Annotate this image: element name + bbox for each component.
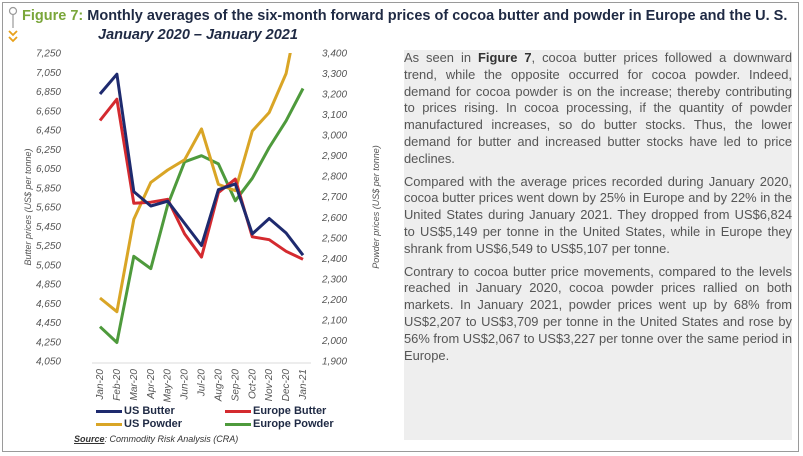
y-tick-label-left: 7,250 [36,49,61,60]
series-line-europe-powder [98,87,305,344]
y-tick-label-left: 6,650 [36,106,61,117]
legend-europe-powder: Europe Powder [225,418,334,430]
y-tick-label-left: 5,650 [36,203,61,214]
y-tick-label-left: 7,050 [36,68,61,79]
x-tick-label: Dec-20 [281,369,292,402]
y-tick-label-left: 4,650 [36,299,61,310]
y-tick-label-right: 2,200 [321,295,347,306]
y-axis-label-left: Butter prices (US$ per tonne) [23,148,33,265]
y-tick-label-left: 4,050 [36,357,61,368]
y-tick-label-right: 1,900 [322,357,347,368]
legend-swatch-us-powder [96,422,122,426]
y-tick-label-right: 2,000 [321,336,347,347]
x-tick-label: May-20 [163,369,174,403]
y-tick-label-left: 5,450 [36,222,61,233]
y-tick-label-left: 5,050 [36,260,61,271]
legend-label-europe-butter: Europe Butter [253,405,327,417]
y-tick-label-right: 2,300 [321,274,347,285]
y-tick-label-left: 4,250 [36,337,61,348]
line-chart: 7,250 7,050 6,850 6,650 6,450 6,250 6,050 5,850… [23,49,381,403]
y-tick-label-right: 3,000 [322,131,347,142]
x-tick-label: Oct-20 [247,369,258,399]
y-tick-label-right: 2,900 [321,151,347,162]
y-tick-label-left: 6,250 [36,145,61,156]
chart-subtitle: January 2020 – January 2021 [98,27,298,43]
x-tick-label: Apr-20 [146,369,157,400]
y-tick-label-left: 4,850 [36,280,61,291]
legend-europe-butter: Europe Butter [225,405,326,417]
y-axis-label-right: Powder prices (US$ per tonne) [371,145,381,269]
y-tick-label-left: 6,450 [36,126,61,137]
x-tick-label: Nov-20 [264,369,275,402]
y-tick-label-left: 4,450 [36,318,61,329]
source-text: : Commodity Risk Analysis (CRA) [104,434,239,444]
legend-swatch-europe-butter [225,409,251,413]
legend-us-butter: US Butter [96,405,175,417]
x-tick-label: Jun-20 [180,369,191,401]
y-tick-label-right: 3,400 [322,49,347,60]
legend-label-us-powder: US Powder [124,418,183,430]
x-tick-label: Jan-20 [95,369,106,401]
commentary-panel: As seen in Figure 7, cocoa butter prices… [404,50,792,440]
legend-label-us-butter: US Butter [124,405,175,417]
y-tick-label-left: 5,250 [36,241,61,252]
commentary-run-1: Figure 7 [477,50,532,65]
y-tick-label-left: 5,850 [36,183,61,194]
y-tick-label-right: 3,200 [322,90,347,101]
series-group [98,53,305,344]
y-tick-label-right: 2,100 [321,315,347,326]
commentary-run-2: , cocoa butter prices followed a downwar… [404,50,792,166]
y-tick-label-right: 2,700 [321,192,347,203]
x-tick-label: Sep-20 [230,369,241,402]
source-label: Source [74,434,105,444]
y-tick-label-right: 3,100 [322,110,347,121]
y-tick-label-left: 6,050 [36,164,61,175]
commentary-run-0: As seen in [404,50,478,65]
series-line-us-butter [98,72,305,257]
y-tick-label-right: 2,500 [321,233,347,244]
x-tick-label: Mar-20 [129,369,140,401]
commentary-paragraph-1: As seen in Figure 7, cocoa butter prices… [404,50,792,168]
legend-label-europe-powder: Europe Powder [253,418,334,430]
series-line-europe-butter [98,97,304,261]
figure-frame [2,2,799,452]
source-note: Source: Commodity Risk Analysis (CRA) [74,434,238,444]
x-tick-label: Aug-20 [213,369,224,403]
commentary-paragraph-3: Contrary to cocoa butter price movements… [404,263,792,363]
chart-title: Figure 7: Monthly averages of the six-mo… [22,8,787,24]
legend-us-powder: US Powder [96,418,182,430]
figure-bullet-icon [8,6,18,43]
legend-swatch-us-butter [96,409,122,413]
y-tick-label-right: 3,300 [322,69,347,80]
y-tick-label-right: 2,400 [321,254,347,265]
commentary-paragraph-2: Compared with the average prices recorde… [404,173,792,256]
x-tick-label: Feb-20 [112,369,123,401]
x-tick-label: Jan-21 [298,369,309,401]
y-tick-label-right: 2,800 [321,172,347,183]
chart-title-text: Monthly averages of the six-month forwar… [87,8,788,24]
y-tick-label-right: 2,600 [321,213,347,224]
y-tick-label-left: 6,850 [36,87,61,98]
x-tick-label: Jul-20 [197,369,208,398]
legend-swatch-europe-powder [225,422,251,426]
series-line-us-powder [99,53,292,314]
figure-label: Figure 7: [22,8,84,24]
